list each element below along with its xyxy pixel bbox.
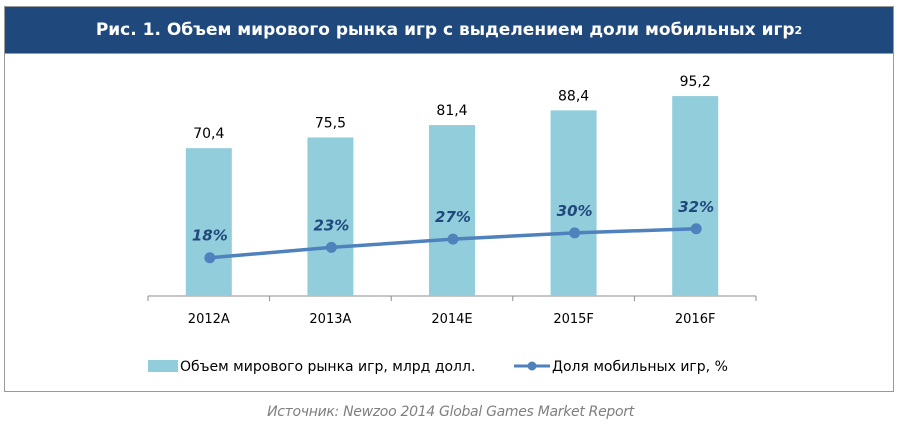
mobile-share-point-2014E: [447, 233, 459, 245]
bar-value-label: 81,4: [436, 103, 467, 119]
bar-value-label: 75,5: [315, 115, 346, 131]
chart-svg: 70,4 2012A 75,5 2013A 81,4 2014E 88,4 2015F 95,2…: [147, 74, 757, 375]
x-tick-label: 2014E: [431, 312, 472, 327]
mobile-share-label: 30%: [557, 202, 593, 220]
legend-bar-label: Объем мирового рынка игр, млрд долл.: [180, 359, 475, 375]
legend-bar-swatch: [148, 360, 178, 372]
legend-line-label: Доля мобильных игр, %: [552, 359, 728, 375]
chart-title-bar: Рис. 1. Объем мирового рынка игр с выдел…: [5, 7, 893, 54]
mobile-share-point-2013A: [325, 241, 337, 253]
mobile-share-point-2016F: [690, 223, 702, 235]
chart-title: Рис. 1. Объем мирового рынка игр с выдел…: [95, 20, 795, 40]
mobile-share-label: 27%: [435, 208, 471, 226]
x-tick-label: 2012A: [188, 312, 230, 327]
bar-2016F: [672, 96, 719, 296]
mobile-share-label: 32%: [678, 198, 714, 216]
bar-value-label: 88,4: [558, 88, 589, 104]
x-tick-label: 2016F: [675, 312, 716, 327]
bar-2014E: [429, 125, 475, 296]
x-tick-label: 2013A: [309, 312, 351, 327]
bar-value-label: 70,4: [193, 126, 224, 142]
bar-value-label: 95,2: [680, 74, 711, 90]
x-tick-label: 2015F: [553, 312, 594, 327]
mobile-share-point-2012A: [204, 252, 216, 264]
mobile-share-point-2015F: [569, 227, 581, 239]
legend-line-marker: [527, 361, 537, 371]
title-footnote: 2: [794, 23, 803, 37]
bar-2013A: [307, 137, 354, 296]
chart-frame: Рис. 1. Объем мирового рынка игр с выдел…: [4, 6, 894, 392]
bar-2012A: [185, 148, 232, 296]
mobile-share-label: 18%: [192, 227, 228, 245]
bar-2015F: [550, 110, 597, 296]
mobile-share-label: 23%: [313, 216, 349, 234]
source-note: Источник: Newzoo 2014 Global Games Marke…: [267, 404, 634, 420]
